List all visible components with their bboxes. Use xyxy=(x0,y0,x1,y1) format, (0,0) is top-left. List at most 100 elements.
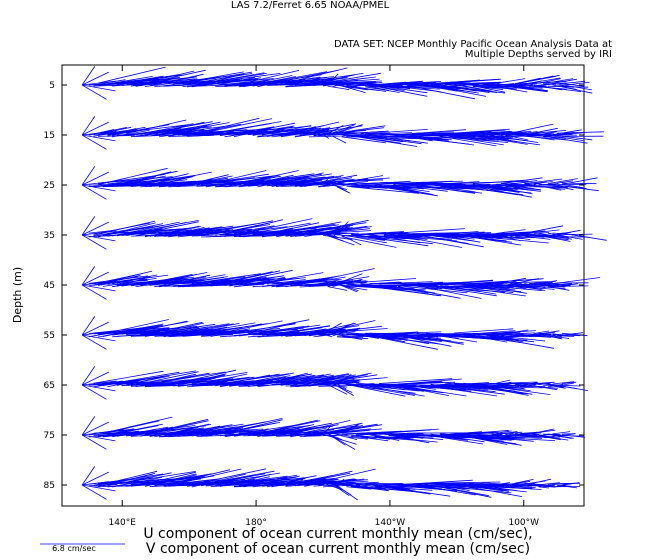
current-vector xyxy=(552,82,592,91)
current-vector xyxy=(458,286,526,297)
current-vector xyxy=(515,131,538,135)
current-vector xyxy=(561,83,585,87)
x-axis-label-2: V component of ocean current monthly mea… xyxy=(146,541,530,557)
current-vector xyxy=(472,179,526,185)
current-vector xyxy=(280,223,336,234)
current-vector xyxy=(318,374,378,385)
current-vector xyxy=(402,386,444,394)
current-vector xyxy=(196,373,248,386)
current-vector xyxy=(496,430,512,434)
current-vector xyxy=(266,375,301,384)
current-vector xyxy=(102,178,123,184)
current-vector xyxy=(332,135,347,144)
current-vector xyxy=(543,136,561,138)
current-vector xyxy=(238,319,310,334)
current-vector xyxy=(557,136,566,139)
current-vector xyxy=(154,473,212,484)
current-vector xyxy=(538,133,584,141)
current-vector xyxy=(196,468,267,485)
current-vector xyxy=(149,171,212,185)
current-vector xyxy=(158,78,195,84)
current-vector xyxy=(538,330,560,335)
current-vector xyxy=(379,378,453,384)
current-vector xyxy=(552,129,582,136)
current-vector xyxy=(519,183,530,186)
current-vector xyxy=(210,418,283,434)
current-vector xyxy=(332,225,342,234)
current-vector xyxy=(533,185,561,188)
current-vector xyxy=(88,481,110,485)
current-vector xyxy=(463,183,532,198)
current-vector xyxy=(397,129,467,136)
current-vector xyxy=(561,182,597,185)
current-vector xyxy=(308,468,376,485)
current-vector xyxy=(435,385,464,392)
current-vector xyxy=(82,134,116,142)
depth-tick-labels: 5 15 25 35 45 55 65 75 85 xyxy=(44,81,584,491)
current-vector xyxy=(557,236,572,240)
current-vector xyxy=(482,133,539,143)
current-vector xyxy=(411,285,442,290)
current-vector xyxy=(219,419,283,435)
current-vector xyxy=(116,278,157,285)
current-vector xyxy=(247,428,269,435)
current-vector xyxy=(219,129,240,135)
depth-tick-label: 5 xyxy=(49,81,55,91)
current-vector xyxy=(538,233,554,236)
current-vector xyxy=(346,485,368,487)
current-vector xyxy=(454,84,497,93)
current-vector xyxy=(435,86,487,97)
current-vector xyxy=(271,279,306,285)
current-vector xyxy=(524,236,551,240)
current-vector xyxy=(543,78,574,84)
current-vector xyxy=(351,185,388,189)
current-vector xyxy=(112,425,159,435)
current-vector xyxy=(538,435,561,441)
current-vector xyxy=(547,384,566,389)
current-vector xyxy=(81,484,107,500)
current-vector xyxy=(472,286,514,294)
current-vector xyxy=(82,84,116,92)
current-vector xyxy=(397,286,461,299)
current-vector xyxy=(440,136,509,143)
current-vector xyxy=(552,185,574,191)
current-vector xyxy=(82,384,116,392)
current-vector xyxy=(327,179,335,186)
current-vector xyxy=(126,330,160,335)
current-vector xyxy=(130,320,188,334)
current-vector xyxy=(496,229,526,234)
current-vector xyxy=(440,234,481,243)
current-vector xyxy=(360,135,422,145)
current-vector xyxy=(144,69,206,84)
current-vector xyxy=(538,486,550,489)
current-vector xyxy=(538,78,561,84)
current-vector xyxy=(336,385,354,396)
current-vector xyxy=(149,73,204,87)
current-vector xyxy=(454,328,514,334)
current-vector xyxy=(444,485,512,494)
current-vector xyxy=(280,277,328,285)
current-vector xyxy=(173,129,248,135)
current-vector xyxy=(130,371,199,387)
current-vector xyxy=(416,334,447,341)
current-vector xyxy=(336,186,349,194)
current-vector xyxy=(500,236,521,241)
current-vector xyxy=(491,186,509,190)
current-vector xyxy=(393,486,416,492)
current-vector xyxy=(440,134,504,146)
current-vector xyxy=(93,222,150,235)
current-vector xyxy=(322,134,330,139)
current-vector xyxy=(196,329,221,334)
current-vector xyxy=(243,283,265,287)
current-vector xyxy=(191,276,246,285)
current-vector xyxy=(393,184,448,192)
current-vector xyxy=(491,433,502,436)
current-vector xyxy=(524,178,563,184)
current-vector xyxy=(191,180,219,186)
current-vector xyxy=(327,124,344,135)
current-vector xyxy=(351,186,420,194)
current-vector xyxy=(280,422,332,434)
current-vector xyxy=(135,222,187,235)
current-vector xyxy=(299,179,322,185)
